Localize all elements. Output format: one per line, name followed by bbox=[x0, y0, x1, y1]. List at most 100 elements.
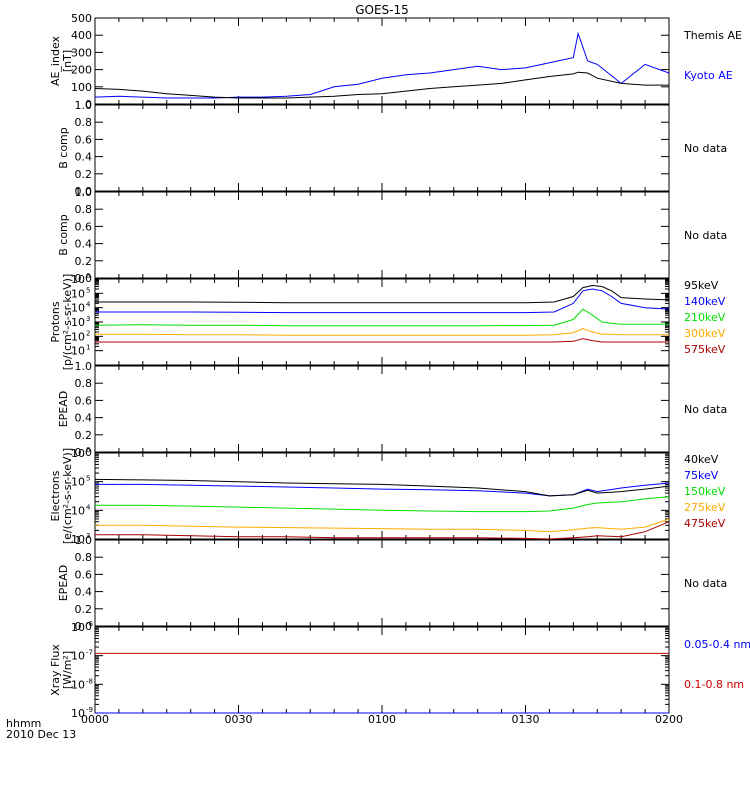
x-tick-label: 0100 bbox=[368, 713, 396, 726]
series-line-300kev bbox=[95, 327, 669, 336]
panel-frame bbox=[94, 539, 670, 627]
legend-entry: Kyoto AE bbox=[684, 69, 733, 82]
y-tick-exponent: 5 bbox=[86, 286, 90, 294]
y-tick-label: 10 bbox=[71, 476, 85, 489]
legend-entry: Themis AE bbox=[683, 29, 742, 42]
y-tick-exponent: -7 bbox=[86, 649, 93, 657]
y-tick-label: 500 bbox=[71, 12, 92, 25]
y-tick-label: 10 bbox=[71, 316, 85, 329]
panel-epead1: 0.0 0.2 0.4 0.6 0.8 1.0 EPEAD No data bbox=[57, 360, 727, 459]
y-tick-label: 0.4 bbox=[75, 151, 93, 164]
legend-entry: 150keV bbox=[684, 485, 726, 498]
legend-entry: 140keV bbox=[684, 295, 726, 308]
chart-panels: 0 100 200 300 400 500 AE_index [nT] Themis AE Kyo… bbox=[49, 12, 750, 720]
y-axis-label: [e/(cm²-s-sr-keV)] bbox=[61, 448, 74, 544]
x-tick-label: 0000 bbox=[81, 713, 109, 726]
y-tick-exponent: 6 bbox=[86, 446, 91, 454]
y-tick-label: 0.0 bbox=[75, 620, 93, 633]
x-tick-label: 0130 bbox=[512, 713, 540, 726]
legend-entry: 0.1-0.8 nm bbox=[684, 678, 744, 691]
y-tick-label: 10 bbox=[71, 678, 85, 691]
series-line-95kev bbox=[95, 284, 670, 304]
y-tick-exponent: 4 bbox=[86, 503, 91, 511]
y-tick-label: 0.8 bbox=[75, 203, 93, 216]
y-tick-label: 0.2 bbox=[75, 603, 93, 616]
panel-bcomp2: 0.0 0.2 0.4 0.6 0.8 1.0 B comp No data bbox=[57, 186, 727, 285]
y-axis-label: AE_index bbox=[49, 35, 62, 86]
y-tick-label: 10 bbox=[71, 330, 85, 343]
y-tick-label: 200 bbox=[71, 64, 92, 77]
panel-bcomp1: 0.0 0.2 0.4 0.6 0.8 1.0 B comp No data bbox=[57, 99, 727, 198]
no-data-note: No data bbox=[684, 142, 727, 155]
y-tick-exponent: -9 bbox=[86, 706, 93, 714]
y-tick-label: 10 bbox=[71, 504, 85, 517]
y-axis-label: EPEAD bbox=[57, 391, 70, 428]
y-tick-label: 0.6 bbox=[75, 568, 93, 581]
y-axis-label: [nT] bbox=[61, 50, 74, 72]
series-line-75kev bbox=[95, 482, 670, 497]
panel-ae: 0 100 200 300 400 500 AE_index [nT] Themis AE Kyo… bbox=[49, 12, 742, 111]
y-tick-label: 1.0 bbox=[75, 99, 93, 112]
time-axis-unit-label: hhmm bbox=[6, 717, 41, 730]
legend-entry: 475keV bbox=[684, 517, 726, 530]
panel-frame bbox=[94, 17, 670, 105]
y-axis-label: [p/(cm²-s-sr-keV)] bbox=[61, 274, 74, 371]
y-axis-label: [W/m²] bbox=[61, 651, 74, 689]
series-line-150kev bbox=[95, 496, 670, 513]
series-line-210kev bbox=[94, 308, 669, 327]
y-tick-exponent: 2 bbox=[86, 329, 90, 337]
x-tick-label: 0030 bbox=[225, 713, 253, 726]
y-tick-label: 0 bbox=[85, 98, 92, 111]
y-tick-label: 10 bbox=[71, 621, 85, 634]
y-axis-label: Protons bbox=[49, 301, 62, 342]
no-data-note: No data bbox=[684, 577, 727, 590]
legend-entry: 95keV bbox=[684, 279, 719, 292]
y-tick-exponent: 1 bbox=[86, 344, 90, 352]
x-tick-label: 0200 bbox=[655, 713, 683, 726]
y-tick-label: 0.0 bbox=[75, 446, 93, 459]
y-tick-exponent: -6 bbox=[86, 620, 94, 628]
y-axis-label: Electrons bbox=[49, 470, 62, 521]
y-tick-exponent: -8 bbox=[86, 677, 93, 685]
y-tick-label: 10 bbox=[71, 287, 85, 300]
no-data-note: No data bbox=[684, 403, 727, 416]
y-tick-exponent: 5 bbox=[86, 475, 90, 483]
y-axis-label: Xray Flux bbox=[49, 644, 62, 696]
y-tick-label: 100 bbox=[71, 81, 92, 94]
y-tick-label: 0.2 bbox=[75, 168, 93, 181]
legend-entry: 210keV bbox=[684, 311, 726, 324]
y-tick-label: 0.8 bbox=[75, 116, 93, 129]
y-tick-exponent: 6 bbox=[86, 272, 91, 280]
series-line-575kev bbox=[95, 338, 669, 343]
y-tick-label: 0.8 bbox=[75, 551, 93, 564]
y-tick-label: 0.6 bbox=[75, 133, 93, 146]
y-tick-label: 0.0 bbox=[75, 185, 93, 198]
chart-title: GOES-15 bbox=[355, 3, 409, 17]
y-tick-exponent: 4 bbox=[86, 301, 91, 309]
y-tick-label: 10 bbox=[71, 345, 85, 358]
panel-frame bbox=[94, 278, 670, 366]
y-tick-label: 300 bbox=[71, 46, 92, 59]
series-line-140kev bbox=[95, 288, 670, 314]
y-tick-label: 1.0 bbox=[75, 360, 93, 373]
y-tick-label: 10 bbox=[71, 707, 85, 720]
y-tick-label: 0.4 bbox=[75, 586, 93, 599]
legend-entry: 40keV bbox=[684, 453, 719, 466]
y-tick-label: 10 bbox=[71, 650, 85, 663]
y-axis-label: B comp bbox=[57, 127, 70, 169]
y-axis-label: EPEAD bbox=[57, 565, 70, 602]
y-tick-label: 0.6 bbox=[75, 220, 93, 233]
y-tick-label: 0.4 bbox=[75, 238, 93, 251]
legend-entry: 0.05-0.4 nm bbox=[684, 638, 750, 651]
date-label: 2010 Dec 13 bbox=[6, 728, 76, 741]
y-tick-label: 10 bbox=[71, 533, 85, 546]
y-tick-label: 0.2 bbox=[75, 429, 93, 442]
panel-frame bbox=[94, 365, 670, 453]
legend-entry: 575keV bbox=[684, 343, 726, 356]
y-tick-label: 0.0 bbox=[75, 272, 93, 285]
legend-entry: 75keV bbox=[684, 469, 719, 482]
